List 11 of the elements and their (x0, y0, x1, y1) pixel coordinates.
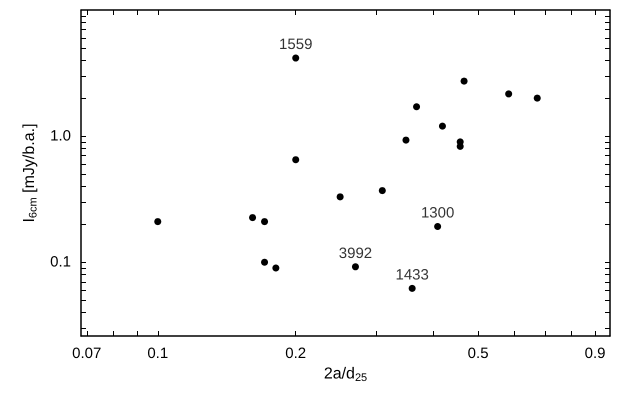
x-tick-label: 0.1 (147, 345, 168, 362)
annotation: 1559 (279, 36, 312, 54)
y-axis-title: I6cm [mJy/b.a.] (21, 123, 40, 223)
x-tick-label: 0.5 (468, 345, 489, 362)
annotation: 1433 (395, 266, 429, 284)
annotation: 1300 (420, 204, 454, 222)
x-tick-label: 0.07 (72, 345, 102, 362)
annotation: 3992 (338, 244, 372, 262)
y-tick-label: 1.0 (50, 128, 71, 145)
x-tick-label: 0.9 (584, 345, 606, 362)
x-tick-label: 0.2 (285, 345, 306, 362)
